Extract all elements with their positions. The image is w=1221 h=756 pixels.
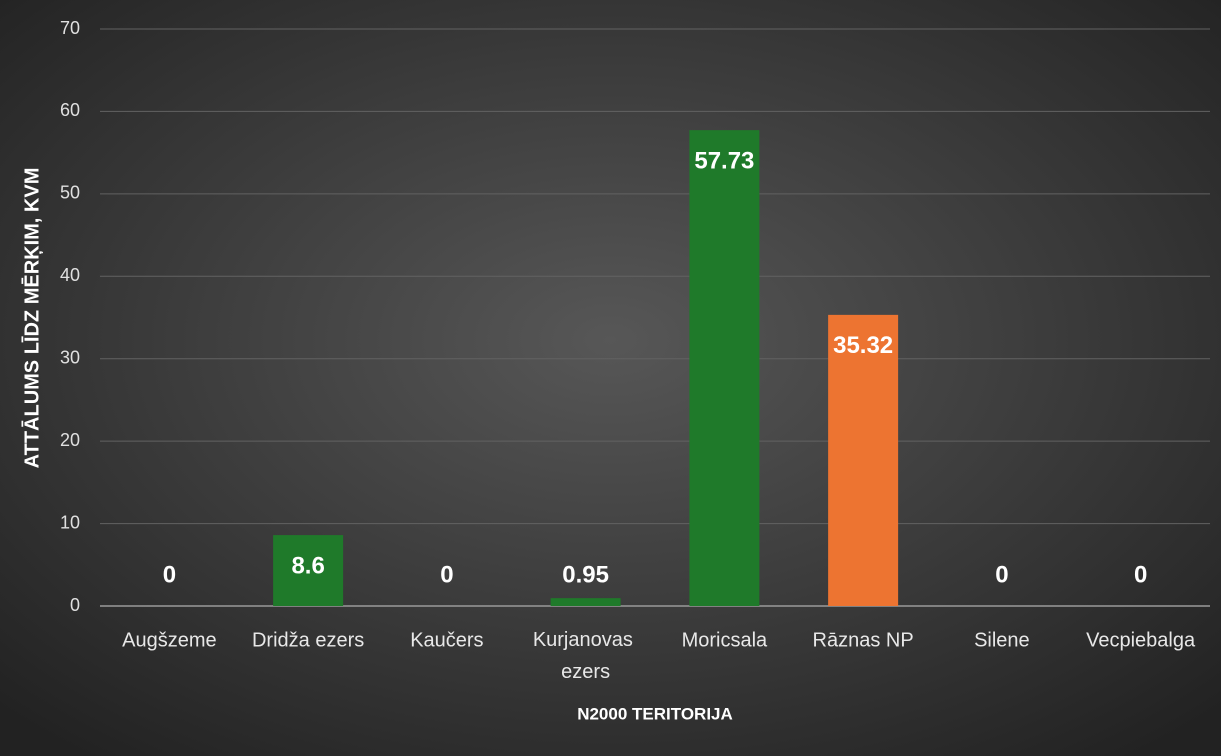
x-tick-label: Silene [974,629,1030,651]
y-tick-label: 40 [60,265,80,285]
data-label: 0 [1134,561,1147,588]
x-tick-label: Rāznas NP [813,629,914,651]
x-tick-label: Vecpiebalga [1086,629,1196,651]
x-axis-title: N2000 TERITORIJA [577,704,733,723]
y-axis-title: ATTĀLUMS LĪDZ MĒRĶIM, KVM [21,168,43,469]
y-tick-label: 10 [60,512,80,532]
data-label: 57.73 [694,147,754,174]
bar [550,598,621,606]
y-tick-label: 70 [60,18,80,38]
data-label: 0 [440,561,453,588]
data-label: 8.6 [291,552,324,579]
data-label: 35.32 [833,332,893,359]
bar [689,130,760,606]
y-tick-label: 50 [60,183,80,203]
x-tick-label: Dridža ezers [252,629,364,651]
x-tick-label: Moricsala [682,629,768,651]
data-label: 0 [163,561,176,588]
x-tick-label: Augšzeme [122,629,217,651]
x-tick-label: Kurjanovas ezers [533,629,639,683]
bar [828,314,899,606]
y-tick-label: 20 [60,430,80,450]
y-tick-label: 30 [60,347,80,367]
bar [273,535,344,606]
x-tick-label: Kaučers [410,629,483,651]
data-label: 0 [995,561,1008,588]
data-label: 0.95 [562,561,609,588]
x-tick-line: Kurjanovas [533,629,639,651]
y-tick-label: 0 [70,595,80,615]
y-tick-label: 60 [60,100,80,120]
x-tick-line: ezers [561,661,610,683]
